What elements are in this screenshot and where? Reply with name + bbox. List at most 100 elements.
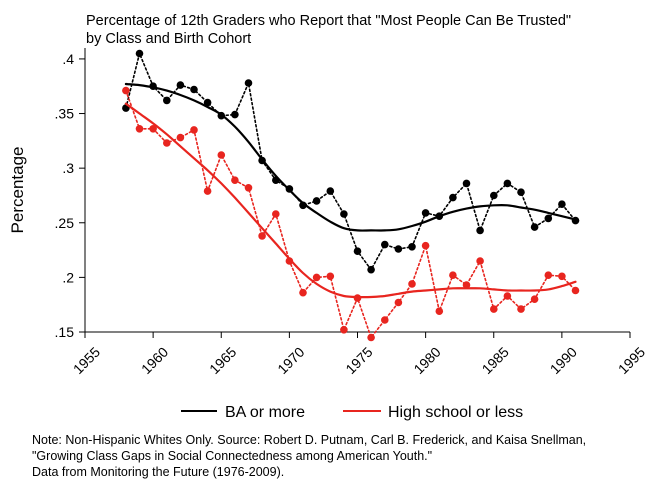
data-point-high-school-or-less [163, 139, 171, 147]
data-point-ba-or-more [558, 200, 566, 208]
data-point-high-school-or-less [517, 305, 525, 313]
data-point-high-school-or-less [135, 125, 144, 133]
source-note-line-1: Note: Non-Hispanic Whites Only. Source: … [32, 433, 587, 447]
data-point-ba-or-more [408, 243, 416, 251]
data-point-ba-or-more [203, 98, 212, 107]
x-tick-label: 1985 [479, 344, 512, 377]
y-tick-label: .35 [55, 106, 75, 122]
data-point-high-school-or-less [421, 241, 430, 250]
y-tick-label: .25 [55, 215, 75, 231]
data-point-ba-or-more [190, 85, 198, 94]
data-point-ba-or-more [272, 176, 280, 184]
series-high-school-or-less-dotted-line [125, 89, 577, 340]
x-axis: 1955 1960 1965 1970 1975 1980 1985 1990 1995 [70, 331, 648, 377]
data-point-high-school-or-less [149, 125, 157, 133]
data-point-ba-or-more [367, 265, 375, 274]
data-point-high-school-or-less [490, 305, 498, 313]
series-high-school-or-less [122, 86, 580, 342]
data-point-high-school-or-less [476, 257, 484, 265]
data-point-high-school-or-less [408, 280, 416, 288]
data-point-ba-or-more [231, 110, 239, 119]
data-point-ba-or-more [530, 223, 539, 231]
data-point-ba-or-more [285, 185, 294, 193]
chart-title-line-2: by Class and Birth Cohort [86, 31, 251, 47]
data-point-high-school-or-less [122, 86, 130, 95]
data-point-ba-or-more [476, 226, 484, 235]
series-layer [122, 49, 580, 342]
data-point-high-school-or-less [435, 307, 444, 316]
data-point-high-school-or-less [190, 126, 198, 134]
legend-label-high-school-or-less: High school or less [388, 404, 523, 421]
data-point-high-school-or-less [353, 294, 362, 302]
source-note-line-2: "Growing Class Gaps in Social Connectedn… [32, 449, 433, 463]
y-tick-label: .2 [62, 269, 74, 285]
data-point-high-school-or-less [299, 288, 307, 297]
data-point-ba-or-more [421, 209, 430, 217]
x-tick-label: 1955 [70, 344, 103, 377]
y-axis-label: Percentage [8, 147, 27, 234]
data-point-ba-or-more [244, 79, 253, 87]
data-point-high-school-or-less [285, 257, 294, 265]
data-point-ba-or-more [462, 179, 471, 188]
data-point-ba-or-more [326, 187, 335, 195]
data-point-high-school-or-less [571, 286, 580, 295]
data-point-ba-or-more [135, 49, 144, 58]
data-point-high-school-or-less [217, 151, 226, 159]
x-tick-label: 1980 [410, 344, 443, 377]
legend: BA or more High school or less [181, 404, 523, 421]
data-point-ba-or-more [217, 111, 226, 120]
data-point-high-school-or-less [176, 133, 185, 142]
data-point-high-school-or-less [231, 176, 239, 184]
legend-label-ba-or-more: BA or more [225, 404, 305, 421]
data-point-high-school-or-less [462, 281, 471, 289]
data-point-high-school-or-less [312, 273, 321, 282]
data-point-ba-or-more [340, 210, 348, 218]
data-point-ba-or-more [435, 212, 444, 220]
x-tick-label: 1990 [547, 344, 580, 377]
x-tick-label: 1960 [138, 344, 171, 377]
data-point-ba-or-more [544, 214, 553, 223]
series-ba-or-more-smoothed-curve [124, 82, 577, 232]
data-point-high-school-or-less [340, 326, 348, 334]
data-point-ba-or-more [299, 201, 307, 210]
y-tick-label: .15 [55, 324, 75, 340]
series-ba-or-more-dotted-line [125, 50, 577, 272]
series-ba-or-more [122, 49, 580, 274]
data-point-ba-or-more [490, 191, 498, 200]
data-point-ba-or-more [381, 240, 389, 249]
data-point-high-school-or-less [394, 298, 403, 307]
data-point-high-school-or-less [244, 184, 253, 192]
y-tick-label: .4 [62, 51, 74, 67]
x-tick-label: 1975 [342, 344, 375, 377]
data-point-high-school-or-less [558, 272, 566, 281]
data-point-high-school-or-less [203, 187, 212, 195]
data-point-ba-or-more [149, 82, 157, 90]
data-point-high-school-or-less [530, 295, 539, 304]
series-high-school-or-less-smoothed-curve [124, 102, 577, 299]
data-point-ba-or-more [503, 179, 512, 188]
data-point-high-school-or-less [381, 316, 389, 324]
x-tick-label: 1970 [274, 344, 307, 377]
chart-svg: Percentage of 12th Graders who Report th… [8, 13, 648, 421]
data-point-high-school-or-less [503, 292, 512, 300]
data-point-high-school-or-less [258, 232, 266, 240]
source-note: Note: Non-Hispanic Whites Only. Source: … [32, 432, 662, 480]
data-point-ba-or-more [163, 96, 171, 105]
data-point-ba-or-more [517, 188, 525, 196]
data-point-ba-or-more [176, 81, 185, 89]
x-tick-label: 1995 [615, 344, 648, 377]
x-tick-label: 1965 [206, 344, 239, 377]
data-point-high-school-or-less [367, 333, 375, 342]
source-note-line-3: Data from Monitoring the Future (1976-20… [32, 465, 285, 479]
data-point-ba-or-more [353, 247, 362, 255]
data-point-high-school-or-less [544, 271, 553, 280]
data-point-ba-or-more [571, 216, 580, 225]
chart-title-line-1: Percentage of 12th Graders who Report th… [86, 13, 571, 29]
data-point-high-school-or-less [449, 271, 457, 280]
y-tick-label: .3 [62, 160, 74, 176]
data-point-high-school-or-less [326, 272, 335, 281]
data-point-ba-or-more [449, 193, 457, 202]
data-point-ba-or-more [312, 197, 321, 205]
y-axis: .15 .2 .25 .3 .35 .4 [55, 48, 86, 340]
